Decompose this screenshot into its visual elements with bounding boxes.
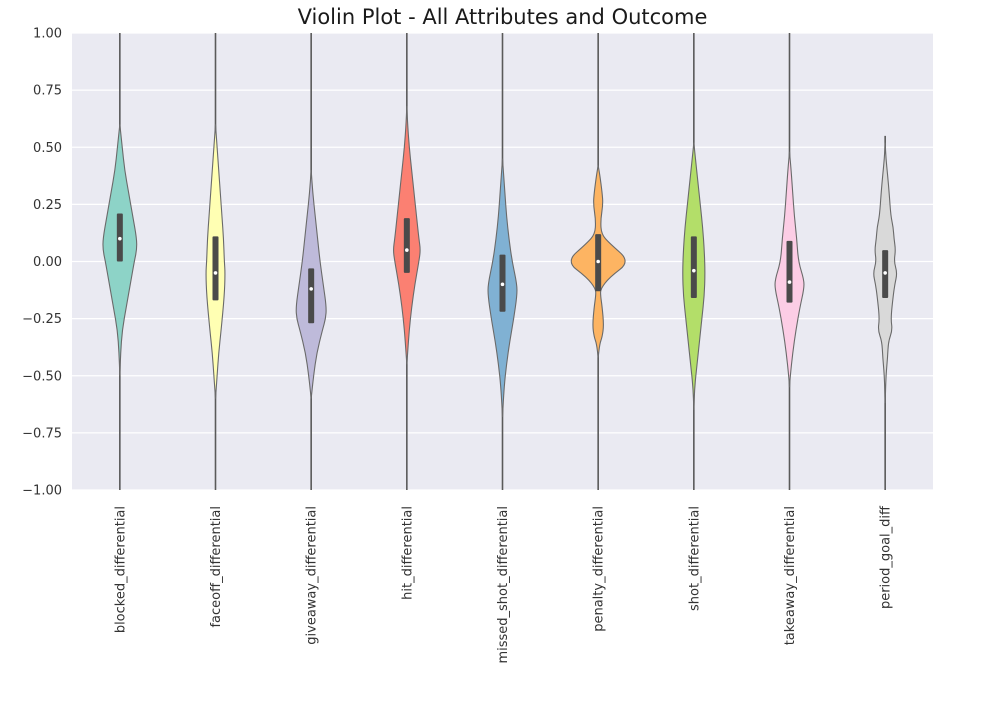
y-tick-label: −0.50 xyxy=(22,369,62,384)
violin-median xyxy=(692,268,696,273)
violin-group xyxy=(102,33,138,490)
y-tick-label: 0.75 xyxy=(33,84,62,99)
violin-group xyxy=(570,33,626,490)
y-tick-label: −0.25 xyxy=(22,312,62,327)
violin-group xyxy=(774,33,805,490)
violin-group xyxy=(682,33,706,490)
x-tick-label: giveaway_differential xyxy=(305,506,320,645)
violin-group xyxy=(487,33,518,490)
violin-group xyxy=(205,33,226,490)
y-axis-ticks: 1.00 0.75 0.50 0.25 0.00 −0.25 −0.50 −0.75 −1.00 xyxy=(22,27,62,499)
violin-median xyxy=(883,271,887,275)
violin-median xyxy=(118,236,122,241)
violin-median xyxy=(213,271,218,275)
violin-series xyxy=(102,33,898,490)
y-tick-label: −0.75 xyxy=(22,426,62,441)
violin-group xyxy=(873,135,898,490)
chart-title: Violin Plot - All Attributes and Outcome xyxy=(298,5,708,29)
violin-median xyxy=(405,248,409,252)
x-tick-label: faceoff_differential xyxy=(209,506,224,628)
violin-median xyxy=(596,259,600,264)
x-tick-label: takeaway_differential xyxy=(783,506,798,645)
x-tick-label: missed_shot_differential xyxy=(496,506,511,664)
x-tick-label: period_goal_diff xyxy=(879,505,894,609)
x-tick-label: hit_differential xyxy=(400,506,415,600)
violin-iqr-box xyxy=(403,218,410,273)
y-tick-label: −1.00 xyxy=(22,484,62,499)
x-tick-label: blocked_differential xyxy=(113,506,128,633)
x-tick-label: penalty_differential xyxy=(592,506,607,632)
violin-iqr-box xyxy=(212,236,219,301)
x-axis-ticks: blocked_differential faceoff_differential… xyxy=(113,505,893,664)
y-tick-label: 0.00 xyxy=(33,255,62,270)
y-tick-label: 0.25 xyxy=(33,198,62,213)
violin-median xyxy=(787,280,792,284)
violin-group xyxy=(295,33,327,490)
violin-iqr-box xyxy=(786,240,793,303)
y-tick-label: 0.50 xyxy=(33,141,62,156)
violin-median xyxy=(500,282,505,287)
violin-group xyxy=(393,33,421,490)
x-tick-label: shot_differential xyxy=(687,506,702,611)
violin-iqr-box xyxy=(690,236,697,299)
violin-median xyxy=(309,287,313,291)
y-tick-label: 1.00 xyxy=(33,27,62,42)
violin-iqr-box xyxy=(308,268,315,324)
